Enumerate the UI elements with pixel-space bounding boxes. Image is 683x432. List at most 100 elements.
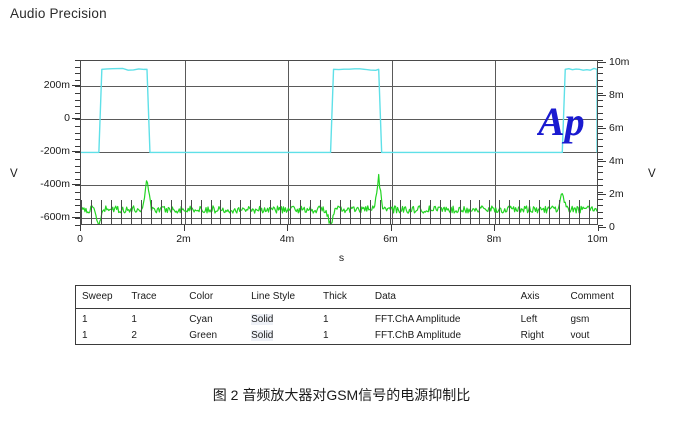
right-axis-minor-tick — [598, 132, 603, 134]
left-axis-minor-tick — [75, 86, 80, 88]
left-axis-tick — [72, 217, 80, 218]
right-axis-minor-tick — [598, 106, 603, 108]
x-axis-minor-tick — [130, 200, 132, 224]
legend-line-style-value: Solid — [251, 313, 274, 325]
legend-cell-axis[interactable]: Right — [520, 330, 544, 341]
legend-header-line-style: Line Style — [251, 291, 296, 302]
legend-row-trace-1[interactable]: 1 1 Cyan Solid 1 FFT.ChA Amplitude Left … — [76, 308, 631, 327]
left-axis-label: -400m — [40, 178, 70, 190]
x-axis-minor-tick — [509, 200, 511, 224]
x-axis-minor-tick — [200, 200, 202, 224]
legend-cell-thick[interactable]: 1 — [323, 330, 329, 341]
legend-cell-comment[interactable]: gsm — [570, 313, 590, 325]
horizontal-gridline — [81, 152, 597, 153]
x-axis-tick — [494, 225, 495, 231]
x-axis-minor-tick — [81, 200, 82, 224]
x-axis-label: 2m — [176, 233, 191, 245]
left-axis-minor-tick — [75, 66, 80, 68]
legend-header-row: Sweep Trace Color Line Style Thick Data … — [75, 286, 631, 308]
x-axis-minor-tick — [320, 200, 322, 224]
right-axis-minor-tick — [598, 112, 603, 114]
legend-cell-data[interactable]: FFT.ChB Amplitude — [374, 330, 462, 341]
right-axis-minor-tick — [598, 192, 603, 193]
right-axis-minor-tick — [598, 119, 603, 121]
app-title: Audio Precision — [10, 6, 107, 21]
legend-line-style-value: Solid — [251, 330, 274, 341]
legend-cell-thick[interactable]: 1 — [323, 313, 329, 325]
left-axis-minor-tick — [75, 165, 80, 167]
legend-cell-trace: 2 — [131, 330, 137, 341]
legend-row-trace-2[interactable]: 1 2 Green Solid 1 FFT.ChB Amplitude Righ… — [76, 327, 631, 344]
legend-cell-line-style[interactable]: Solid — [251, 327, 323, 344]
legend-cell-color[interactable]: Cyan — [189, 313, 213, 325]
left-axis-minor-tick — [75, 139, 80, 141]
right-axis-tick — [598, 95, 606, 96]
x-axis-minor-tick — [240, 200, 242, 224]
left-axis-minor-tick — [75, 185, 80, 187]
left-axis-minor-tick — [75, 218, 80, 220]
left-axis-minor-tick — [75, 132, 80, 134]
legend-cell-color[interactable]: Green — [189, 330, 218, 341]
right-axis-label: 0 — [609, 221, 615, 233]
left-axis-tick — [72, 151, 80, 152]
horizontal-gridline — [81, 218, 597, 219]
right-axis-minor-tick — [598, 211, 603, 213]
right-axis-label: 2m — [609, 188, 624, 200]
legend-cell-sweep: 1 — [82, 330, 88, 341]
right-axis-minor-tick — [598, 205, 603, 207]
left-axis-minor-tick — [75, 152, 80, 154]
right-axis-minor-tick — [598, 225, 603, 226]
x-axis-minor-tick — [230, 200, 232, 224]
right-axis-minor-tick — [598, 178, 603, 180]
x-axis-minor-tick — [210, 200, 212, 224]
right-axis-label: 10m — [609, 56, 630, 68]
legend-header-thick: Thick — [323, 291, 347, 302]
right-axis-minor-tick — [598, 185, 603, 187]
horizontal-gridline — [81, 119, 597, 120]
left-axis-minor-tick — [75, 112, 80, 114]
x-axis-label: 10m — [587, 233, 608, 245]
left-axis-minor-tick — [75, 159, 80, 160]
x-axis-minor-tick — [180, 200, 182, 224]
x-axis-minor-tick — [419, 200, 421, 224]
x-axis-label: 6m — [383, 233, 398, 245]
legend-cell-line-style[interactable]: Solid — [251, 308, 323, 327]
vertical-gridline — [184, 61, 186, 224]
right-axis-minor-tick — [598, 66, 603, 68]
legend-header-sweep: Sweep — [82, 291, 113, 302]
x-axis-minor-tick — [220, 200, 222, 224]
left-axis-tick — [72, 118, 80, 119]
right-axis-label: 8m — [609, 89, 624, 101]
x-axis-minor-tick — [140, 200, 142, 224]
x-axis-tick — [390, 225, 392, 231]
left-axis-label: 0 — [64, 112, 70, 124]
legend-cell-data[interactable]: FFT.ChA Amplitude — [374, 313, 461, 325]
x-axis-minor-tick — [579, 200, 581, 224]
right-axis-minor-tick — [598, 152, 603, 154]
legend-cell-axis[interactable]: Left — [520, 313, 538, 325]
horizontal-gridline — [81, 86, 597, 87]
x-axis-minor-tick — [110, 200, 112, 224]
x-axis-minor-tick — [519, 200, 521, 224]
right-axis-minor-tick — [598, 139, 603, 141]
legend-header-comment: Comment — [570, 291, 614, 302]
x-axis-minor-tick — [379, 200, 381, 224]
x-axis-minor-tick — [100, 200, 102, 224]
x-axis-minor-tick — [250, 200, 252, 224]
right-axis-minor-tick — [598, 126, 603, 127]
left-axis-minor-tick — [75, 79, 80, 81]
left-axis-minor-tick — [75, 60, 80, 61]
left-axis-minor-tick — [75, 211, 80, 213]
x-axis-tick — [287, 225, 288, 231]
x-axis-minor-tick — [429, 200, 431, 224]
x-axis-minor-tick — [539, 200, 541, 224]
x-axis-tick — [183, 225, 185, 231]
x-axis-minor-tick — [290, 200, 292, 224]
left-axis-minor-tick — [75, 99, 80, 101]
x-axis-minor-tick — [489, 200, 491, 224]
left-axis-minor-tick — [75, 205, 80, 207]
left-axis-label: 200m — [43, 79, 70, 91]
x-axis-minor-tick — [369, 200, 371, 224]
legend-cell-comment[interactable]: vout — [570, 330, 590, 341]
left-axis-minor-tick — [75, 178, 80, 180]
